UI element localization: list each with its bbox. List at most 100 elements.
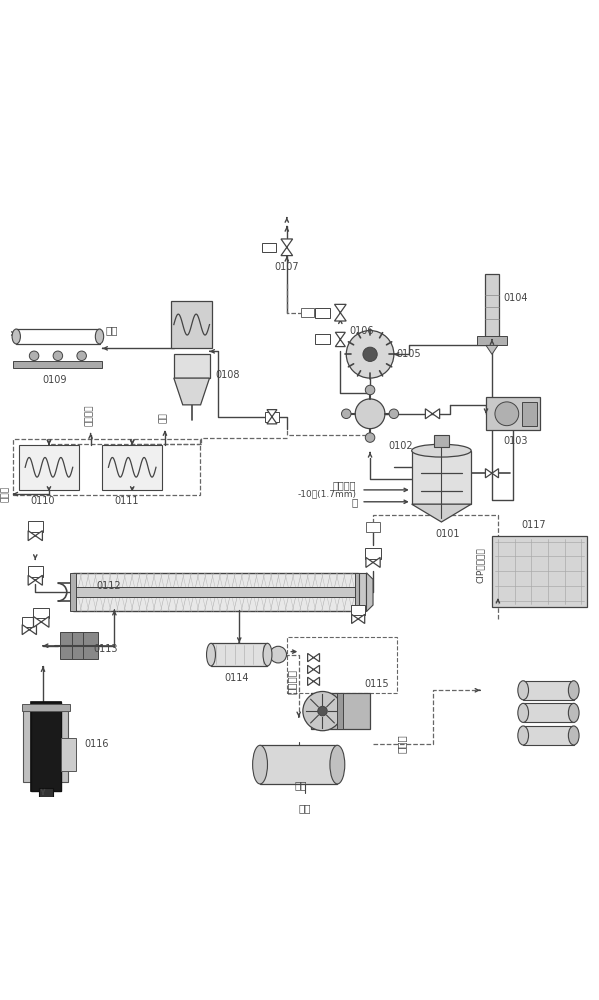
Polygon shape: [28, 575, 43, 585]
Polygon shape: [308, 653, 319, 662]
Text: 0107: 0107: [274, 262, 299, 272]
Polygon shape: [412, 504, 471, 522]
Text: -10目(1.7mm): -10目(1.7mm): [298, 490, 357, 499]
Bar: [486, 397, 540, 430]
Text: 0108: 0108: [216, 370, 240, 380]
Bar: [71, 632, 86, 659]
Text: 排气: 排气: [298, 804, 311, 814]
Polygon shape: [308, 665, 319, 674]
Circle shape: [270, 646, 286, 663]
Circle shape: [365, 385, 375, 395]
Text: 蒸汽回: 蒸汽回: [1, 486, 10, 502]
Polygon shape: [334, 304, 346, 321]
Bar: [351, 605, 365, 615]
Bar: [523, 681, 574, 700]
Ellipse shape: [12, 329, 20, 344]
Bar: [83, 632, 98, 659]
Text: 0105: 0105: [397, 349, 422, 359]
Polygon shape: [352, 614, 365, 624]
Text: 0112: 0112: [96, 581, 121, 591]
Polygon shape: [267, 410, 277, 424]
Bar: [366, 522, 380, 532]
Text: 烟草原料: 烟草原料: [333, 480, 356, 490]
Bar: [523, 726, 574, 745]
Ellipse shape: [568, 726, 579, 745]
Text: 0109: 0109: [43, 375, 67, 385]
Text: 水: 水: [352, 497, 358, 507]
Bar: [171, 301, 213, 348]
Bar: [412, 451, 471, 504]
Bar: [434, 435, 449, 447]
Bar: [28, 521, 43, 532]
Text: 0111: 0111: [114, 496, 138, 506]
Ellipse shape: [568, 681, 579, 700]
Bar: [34, 608, 49, 618]
Text: 0103: 0103: [504, 436, 528, 446]
Circle shape: [53, 351, 63, 361]
Bar: [174, 354, 210, 378]
Circle shape: [495, 402, 519, 426]
Polygon shape: [308, 677, 319, 686]
Circle shape: [363, 347, 377, 361]
Bar: [31, 702, 61, 791]
Polygon shape: [22, 625, 37, 635]
Text: 0115: 0115: [364, 679, 389, 689]
Bar: [102, 445, 162, 490]
Bar: [485, 274, 499, 339]
Text: 补充液: 补充液: [397, 734, 407, 753]
Bar: [365, 548, 381, 559]
Text: 排气: 排气: [294, 781, 307, 791]
Text: 0113: 0113: [93, 644, 118, 654]
Circle shape: [365, 433, 375, 442]
Circle shape: [303, 691, 342, 731]
Bar: [39, 788, 53, 797]
Bar: [355, 573, 361, 611]
Polygon shape: [174, 378, 210, 405]
Ellipse shape: [518, 703, 528, 722]
Bar: [315, 334, 329, 344]
Bar: [211, 643, 268, 666]
Ellipse shape: [95, 329, 104, 344]
Text: 0101: 0101: [435, 529, 459, 539]
Bar: [315, 308, 329, 318]
Polygon shape: [425, 409, 440, 419]
Circle shape: [389, 409, 398, 419]
Bar: [31, 702, 61, 791]
Text: 0102: 0102: [388, 441, 413, 451]
Bar: [22, 617, 37, 627]
Circle shape: [77, 351, 86, 361]
Polygon shape: [366, 557, 380, 567]
Text: 0110: 0110: [31, 496, 55, 506]
Ellipse shape: [518, 726, 528, 745]
Text: 致香成分: 致香成分: [287, 669, 297, 694]
Bar: [61, 738, 75, 771]
Polygon shape: [28, 531, 43, 541]
Text: CIP清洗火圈: CIP清洗火圈: [476, 548, 485, 583]
Bar: [477, 336, 507, 345]
Polygon shape: [367, 573, 373, 611]
Bar: [260, 745, 337, 784]
Bar: [19, 445, 78, 490]
Bar: [72, 573, 358, 611]
Text: 0116: 0116: [84, 739, 109, 749]
Circle shape: [341, 409, 351, 419]
Circle shape: [29, 351, 39, 361]
Bar: [23, 711, 68, 782]
Bar: [262, 243, 276, 252]
Ellipse shape: [207, 643, 216, 666]
Ellipse shape: [518, 681, 528, 700]
Text: 0104: 0104: [504, 293, 528, 303]
Ellipse shape: [568, 703, 579, 722]
Polygon shape: [485, 469, 498, 478]
Bar: [311, 693, 370, 729]
Bar: [75, 587, 355, 597]
Bar: [265, 412, 279, 422]
Ellipse shape: [412, 444, 471, 457]
Bar: [492, 536, 587, 607]
Polygon shape: [281, 239, 293, 256]
Bar: [337, 693, 343, 729]
Circle shape: [346, 331, 394, 378]
Circle shape: [317, 706, 327, 716]
Polygon shape: [486, 345, 498, 354]
Text: 渣料: 渣料: [105, 326, 118, 336]
